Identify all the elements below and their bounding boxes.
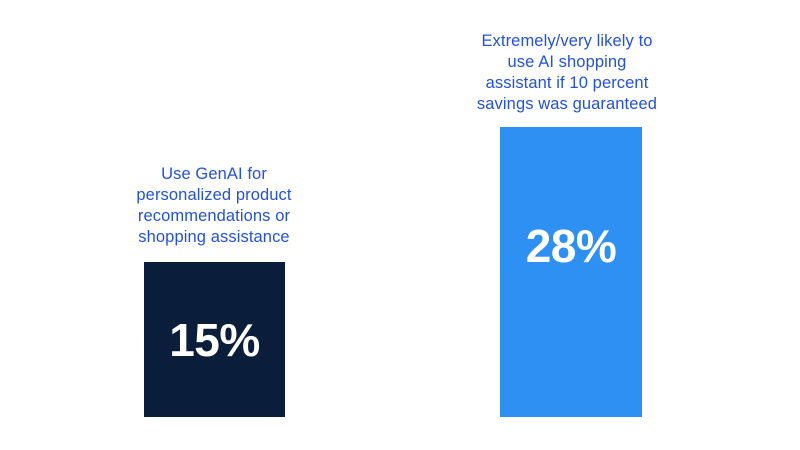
label-line: Extremely/very likely to (481, 32, 653, 50)
label-line: personalized product (136, 186, 292, 204)
label-line: savings was guaranteed (476, 95, 658, 113)
bar-value-genai-usage: 15% (169, 313, 260, 366)
bar-ai-assistant-likelihood: 28% (500, 127, 642, 417)
bar-category-label-ai-assistant-likelihood: Extremely/very likely to use AI shopping… (437, 31, 697, 115)
label-line: shopping assistance (138, 228, 290, 246)
bar-value-ai-assistant-likelihood: 28% (525, 219, 617, 272)
label-line: recommendations or (137, 207, 291, 225)
label-line: Use GenAI for (161, 165, 267, 183)
label-line: assistant if 10 percent (485, 74, 649, 92)
bar-category-label-genai-usage: Use GenAI for personalized product recom… (84, 164, 344, 248)
bar-genai-usage: 15% (144, 262, 285, 417)
label-line: use AI shopping (507, 53, 627, 71)
